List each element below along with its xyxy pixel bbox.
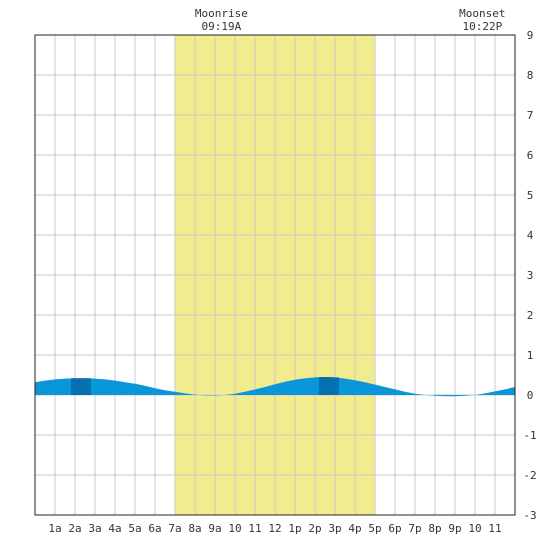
annotation-time: 10:22P: [462, 20, 502, 33]
grid: [35, 34, 515, 516]
x-tick-label: 5p: [368, 522, 381, 535]
tide-area: [35, 377, 515, 397]
x-tick-label: 8a: [188, 522, 201, 535]
annotation-time: 09:19A: [201, 20, 241, 33]
x-tick-label: 12: [268, 522, 281, 535]
x-tick-labels: 1a 2a 3a 4a 5a 6a 7a 8a 9a 10 11 12 1p 2p 3p 4p 5p 6p 7p 8p…: [48, 522, 501, 535]
x-tick-label: 9p: [448, 522, 461, 535]
high-tide-band: [71, 378, 91, 395]
x-tick-label: 10: [468, 522, 481, 535]
y-tick-label: 5: [527, 189, 534, 202]
plot-border: [34, 34, 516, 516]
annotation-title: Moonset: [459, 7, 505, 20]
x-tick-label: 11: [488, 522, 501, 535]
y-tick-label: 0: [527, 389, 534, 402]
y-tick-label: 7: [527, 109, 534, 122]
x-tick-label: 2p: [308, 522, 321, 535]
y-tick-label: -3: [523, 509, 536, 522]
x-tick-label: 7a: [168, 522, 181, 535]
x-tick-label: 6a: [148, 522, 161, 535]
x-tick-label: 4a: [108, 522, 121, 535]
x-tick-label: 2a: [68, 522, 81, 535]
x-tick-label: 5a: [128, 522, 141, 535]
x-tick-label: 4p: [348, 522, 361, 535]
x-tick-label: 1a: [48, 522, 61, 535]
tide-level-area: [35, 377, 515, 397]
y-tick-labels: -3 -2 -1 0 1 2 3 4 5 6 7 8 9: [523, 29, 536, 522]
annotation-title: Moonrise: [195, 7, 248, 20]
x-tick-label: 10: [228, 522, 241, 535]
x-tick-label: 11: [248, 522, 261, 535]
x-tick-label: 3p: [328, 522, 341, 535]
x-tick-label: 9a: [208, 522, 221, 535]
y-tick-label: 2: [527, 309, 534, 322]
x-tick-label: 7p: [408, 522, 421, 535]
x-tick-label: 8p: [428, 522, 441, 535]
y-tick-label: 9: [527, 29, 534, 42]
x-tick-label: 3a: [88, 522, 101, 535]
y-tick-label: -1: [523, 429, 536, 442]
high-tide-band: [319, 377, 339, 395]
y-tick-label: -2: [523, 469, 536, 482]
y-tick-label: 8: [527, 69, 534, 82]
x-tick-label: 6p: [388, 522, 401, 535]
y-tick-label: 6: [527, 149, 534, 162]
y-tick-label: 1: [527, 349, 534, 362]
y-tick-label: 3: [527, 269, 534, 282]
y-tick-label: 4: [527, 229, 534, 242]
x-tick-label: 1p: [288, 522, 301, 535]
